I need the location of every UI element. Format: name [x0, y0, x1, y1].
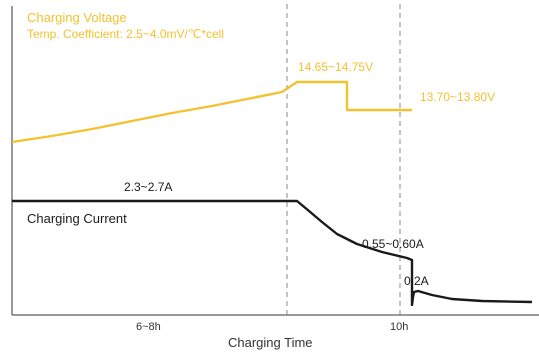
x-tick-label: 10h	[390, 321, 409, 333]
current-series-line	[12, 199, 533, 307]
current-end-label: 0.55~0.60A	[362, 237, 424, 251]
plot-area	[11, 80, 533, 307]
current-cc-label: 2.3~2.7A	[124, 180, 173, 194]
voltage-series-label: Charging Voltage	[27, 10, 127, 25]
x-tick-label: 6~8h	[136, 321, 161, 333]
current-series-label: Charging Current	[27, 211, 127, 226]
voltage-series-line	[11, 80, 412, 144]
voltage-float-label: 13.70~13.80V	[420, 90, 496, 104]
voltage-series-subtitle: Temp. Coefficient: 2.5~4.0mV/℃*cell	[27, 27, 225, 41]
voltage-cv-label: 14.65~14.75V	[298, 60, 374, 74]
x-axis-title: Charging Time	[228, 335, 313, 350]
current-float-label: 0.2A	[404, 274, 429, 288]
